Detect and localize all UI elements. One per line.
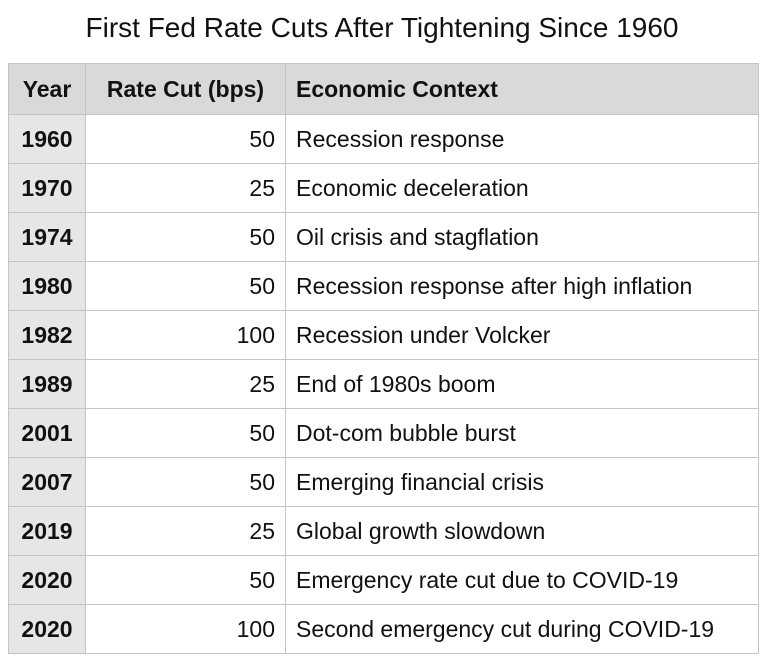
cell-year: 1970: [8, 163, 86, 213]
cell-year: 1980: [8, 261, 86, 311]
cell-context: Recession response after high inflation: [285, 261, 759, 311]
cell-rate-cut: 25: [85, 359, 286, 409]
cell-rate-cut: 100: [85, 604, 286, 654]
cell-context: Second emergency cut during COVID-19: [285, 604, 759, 654]
table-row: 2007 50 Emerging financial crisis: [8, 457, 759, 507]
table-header: Year Rate Cut (bps) Economic Context: [8, 63, 759, 115]
cell-rate-cut: 50: [85, 555, 286, 605]
table-row: 1970 25 Economic deceleration: [8, 163, 759, 213]
cell-year: 2001: [8, 408, 86, 458]
header-row: Year Rate Cut (bps) Economic Context: [8, 63, 759, 115]
table-row: 1982 100 Recession under Volcker: [8, 310, 759, 360]
header-year: Year: [8, 63, 86, 115]
table-row: 1960 50 Recession response: [8, 114, 759, 164]
cell-year: 2020: [8, 604, 86, 654]
cell-context: End of 1980s boom: [285, 359, 759, 409]
table-row: 2020 100 Second emergency cut during COV…: [8, 604, 759, 654]
cell-rate-cut: 50: [85, 212, 286, 262]
cell-rate-cut: 100: [85, 310, 286, 360]
cell-year: 2007: [8, 457, 86, 507]
cell-context: Economic deceleration: [285, 163, 759, 213]
cell-rate-cut: 50: [85, 457, 286, 507]
cell-context: Emergency rate cut due to COVID-19: [285, 555, 759, 605]
cell-context: Global growth slowdown: [285, 506, 759, 556]
header-rate-cut: Rate Cut (bps): [85, 63, 286, 115]
cell-context: Oil crisis and stagflation: [285, 212, 759, 262]
cell-rate-cut: 50: [85, 114, 286, 164]
table-row: 2019 25 Global growth slowdown: [8, 506, 759, 556]
rate-cuts-table: Year Rate Cut (bps) Economic Context 196…: [8, 63, 759, 654]
cell-context: Dot-com bubble burst: [285, 408, 759, 458]
cell-year: 1974: [8, 212, 86, 262]
cell-year: 1960: [8, 114, 86, 164]
cell-context: Emerging financial crisis: [285, 457, 759, 507]
cell-year: 1982: [8, 310, 86, 360]
cell-context: Recession under Volcker: [285, 310, 759, 360]
cell-rate-cut: 50: [85, 261, 286, 311]
table-row: 2020 50 Emergency rate cut due to COVID-…: [8, 555, 759, 605]
table-row: 1974 50 Oil crisis and stagflation: [8, 212, 759, 262]
cell-year: 1989: [8, 359, 86, 409]
cell-year: 2019: [8, 506, 86, 556]
table-row: 1989 25 End of 1980s boom: [8, 359, 759, 409]
header-economic-context: Economic Context: [285, 63, 759, 115]
table-row: 1980 50 Recession response after high in…: [8, 261, 759, 311]
table-title: First Fed Rate Cuts After Tightening Sin…: [85, 12, 679, 43]
table-row: 2001 50 Dot-com bubble burst: [8, 408, 759, 458]
table-body: 1960 50 Recession response 1970 25 Econo…: [8, 114, 759, 654]
cell-rate-cut: 25: [85, 163, 286, 213]
cell-context: Recession response: [285, 114, 759, 164]
cell-rate-cut: 25: [85, 506, 286, 556]
cell-year: 2020: [8, 555, 86, 605]
cell-rate-cut: 50: [85, 408, 286, 458]
